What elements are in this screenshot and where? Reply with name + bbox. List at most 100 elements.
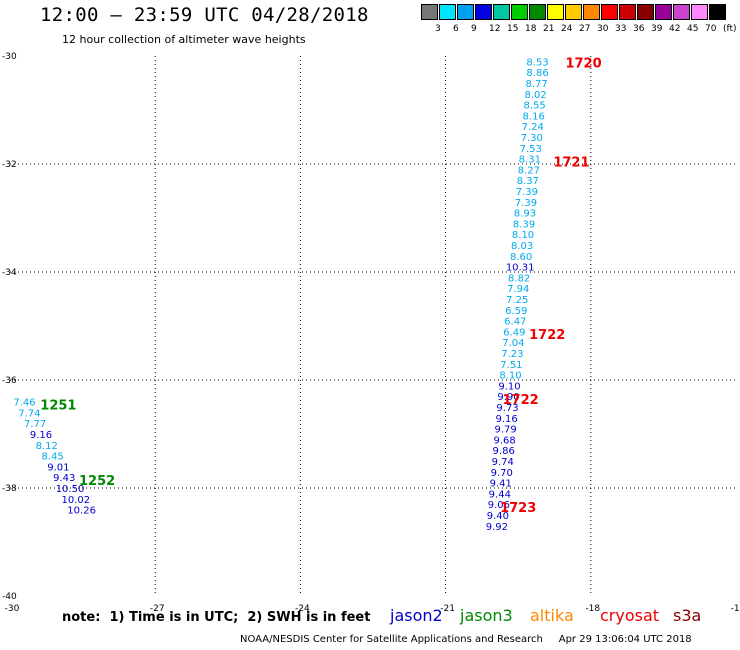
swh-data-point: 9.90: [497, 392, 519, 403]
swh-data-point: 8.86: [526, 68, 548, 79]
swh-data-point: 9.68: [494, 435, 516, 446]
swh-data-point: 8.31: [519, 155, 541, 166]
scale-label: 33: [615, 24, 627, 34]
swh-data-point: 9.73: [496, 403, 518, 414]
y-tick-label: -40: [2, 592, 17, 602]
swh-data-point: 9.92: [486, 522, 508, 533]
scale-swatch: [565, 4, 582, 20]
time-label: 1723: [500, 501, 536, 516]
credit-line: NOAA/NESDIS Center for Satellite Applica…: [240, 634, 692, 645]
swh-data-point: 8.93: [514, 209, 536, 220]
time-label: 1722: [529, 328, 565, 343]
scale-swatch: [637, 4, 654, 20]
swh-data-point: 9.01: [47, 462, 69, 473]
scale-swatch: [709, 4, 726, 20]
swh-data-point: 9.10: [498, 381, 520, 392]
swh-data-point: 8.82: [508, 273, 530, 284]
units-note: note: 1) Time is in UTC; 2) SWH is in fe…: [62, 610, 371, 625]
swh-data-point: 7.39: [516, 187, 538, 198]
x-tick-label: -15: [731, 604, 740, 614]
swh-data-point: 10.02: [62, 495, 91, 506]
scale-swatch: [511, 4, 528, 20]
y-tick-label: -34: [2, 268, 17, 278]
scale-swatch: [601, 4, 618, 20]
swh-data-point: 9.41: [490, 479, 512, 490]
swh-data-point: 9.06: [488, 500, 510, 511]
scale-swatch: [529, 4, 546, 20]
scale-label: 70: [705, 24, 717, 34]
x-tick-label: -30: [5, 604, 20, 614]
scale-label: 27: [579, 24, 591, 34]
scale-label: 30: [597, 24, 609, 34]
scale-swatch: [493, 4, 510, 20]
scale-label: (ft): [723, 24, 737, 34]
swh-data-point: 9.70: [491, 468, 513, 479]
x-tick-label: -18: [585, 604, 600, 614]
swh-data-point: 6.59: [505, 306, 527, 317]
scale-swatch: [475, 4, 492, 20]
legend-jason3: jason3: [460, 606, 513, 625]
time-label: 1252: [79, 474, 115, 489]
scale-label: 3: [435, 24, 441, 34]
time-label: 1251: [40, 398, 76, 413]
scale-label: 42: [669, 24, 681, 34]
legend-altika: altika: [530, 606, 574, 625]
y-tick-label: -30: [2, 52, 17, 62]
swh-data-point: 7.46: [13, 398, 35, 409]
scale-swatch: [691, 4, 708, 20]
swh-data-point: 8.37: [517, 176, 539, 187]
legend-s3a: s3a: [673, 606, 702, 625]
swh-data-point: 8.60: [510, 252, 532, 263]
swh-data-point: 10.50: [56, 484, 85, 495]
swh-data-point: 7.30: [521, 133, 543, 144]
y-tick-label: -32: [2, 160, 17, 170]
swh-data-point: 8.39: [513, 219, 535, 230]
swh-data-point: 8.10: [499, 371, 521, 382]
swh-data-point: 9.44: [489, 489, 511, 500]
swh-data-point: 9.40: [487, 511, 509, 522]
scale-label: 6: [453, 24, 459, 34]
x-tick-label: -21: [440, 604, 455, 614]
scale-swatch: [655, 4, 672, 20]
chart-subtitle: 12 hour collection of altimeter wave hei…: [62, 33, 306, 46]
scale-label: 18: [525, 24, 537, 34]
swh-data-point: 8.03: [511, 241, 533, 252]
swh-data-point: 7.53: [520, 144, 542, 155]
y-tick-label: -36: [2, 376, 17, 386]
swh-data-point: 8.16: [523, 111, 545, 122]
swh-data-point: 8.12: [36, 441, 58, 452]
legend-cryosat: cryosat: [600, 606, 660, 625]
scale-label: 21: [543, 24, 555, 34]
time-label: 1721: [553, 155, 589, 170]
x-tick-label: -24: [295, 604, 310, 614]
page-title: 12:00 – 23:59 UTC 04/28/2018: [40, 4, 369, 26]
swh-data-point: 7.23: [501, 349, 523, 360]
scale-swatch: [457, 4, 474, 20]
swh-data-point: 9.79: [494, 425, 516, 436]
swh-data-point: 8.53: [526, 57, 548, 68]
swh-data-point: 8.10: [512, 230, 534, 241]
swh-data-point: 10.26: [67, 506, 96, 517]
scale-label: 24: [561, 24, 573, 34]
swh-data-point: 8.02: [524, 90, 546, 101]
swh-data-point: 7.39: [515, 198, 537, 209]
scale-label: 15: [507, 24, 519, 34]
legend-jason2: jason2: [390, 606, 443, 625]
swh-data-point: 8.77: [525, 79, 547, 90]
swh-data-point: 9.43: [53, 473, 75, 484]
swh-data-point: 9.16: [30, 430, 52, 441]
swh-data-point: 8.27: [518, 165, 540, 176]
scale-swatch: [619, 4, 636, 20]
swh-data-point: 9.16: [495, 414, 517, 425]
swh-data-point: 7.04: [502, 338, 524, 349]
swh-data-point: 7.77: [24, 419, 46, 430]
scale-swatch: [547, 4, 564, 20]
time-label: 1722: [503, 393, 539, 408]
swh-data-point: 7.24: [522, 122, 544, 133]
scale-label: 45: [687, 24, 699, 34]
scale-swatch: [673, 4, 690, 20]
swh-data-point: 6.47: [504, 317, 526, 328]
y-tick-label: -38: [2, 484, 17, 494]
